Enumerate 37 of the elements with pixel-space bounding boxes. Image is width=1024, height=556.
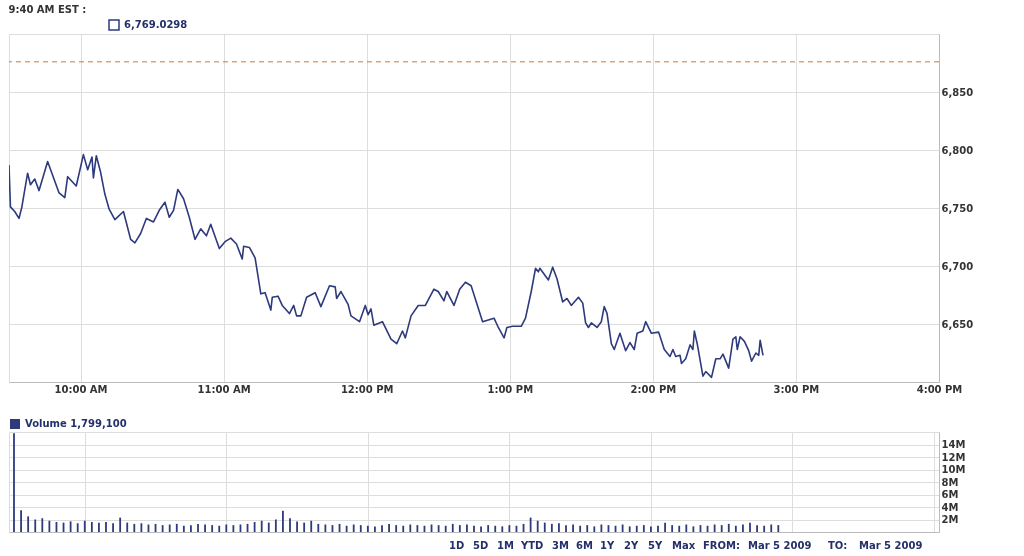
text: YTD	[520, 540, 544, 551]
y-tick-label: 8M	[941, 476, 959, 488]
y-tick-label: 6,800	[941, 144, 974, 156]
legend-label: Volume 1,799,100	[25, 418, 127, 429]
y-tick-label: 2M	[941, 514, 959, 525]
text: 3M	[552, 540, 569, 551]
line-series	[9, 153, 764, 379]
y-tick-label: 6M	[941, 489, 959, 500]
text: Mar 5 2009	[859, 540, 923, 551]
legend-label: 6,769.0298	[124, 19, 188, 30]
text: 5Y	[648, 540, 663, 551]
y-tick-label: 6,850	[941, 86, 974, 98]
y-tick-label: 12M	[941, 451, 966, 463]
y-tick-label: 14M	[941, 439, 966, 450]
text: 5D	[473, 540, 489, 551]
text: 1Y	[600, 540, 615, 551]
text: Max	[672, 540, 696, 551]
x-tick-label: 2:00 PM	[630, 383, 677, 395]
text: 2Y	[624, 540, 639, 551]
x-tick-label: 12:00 PM	[340, 383, 394, 395]
y-tick-label: 6,750	[941, 202, 974, 214]
text: 1D	[449, 540, 465, 551]
x-tick-label: 1:00 PM	[487, 383, 534, 395]
y-tick-label: 10M	[941, 464, 966, 475]
text: TO:	[828, 540, 848, 551]
x-tick-label: 3:00 PM	[773, 383, 820, 395]
text: Mar 5 2009	[748, 540, 812, 551]
text: 6M	[576, 540, 593, 551]
y-tick-label: 4M	[941, 501, 959, 513]
y-tick-label: 6,700	[941, 260, 974, 272]
text: 1M	[497, 540, 514, 551]
x-tick-label: 10:00 AM	[54, 383, 108, 395]
chart-title: 9:40 AM EST :	[8, 4, 87, 15]
y-tick-label: 6,650	[941, 318, 974, 330]
text: FROM:	[703, 540, 740, 551]
x-tick-label: 11:00 AM	[197, 383, 251, 395]
x-tick-label: 4:00 PM	[916, 383, 963, 395]
